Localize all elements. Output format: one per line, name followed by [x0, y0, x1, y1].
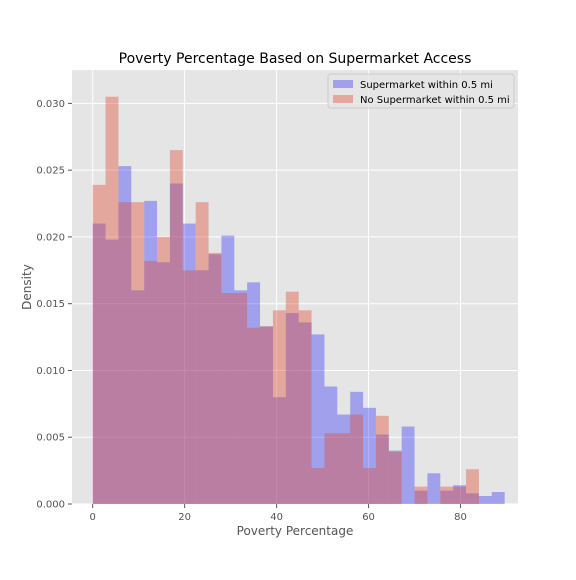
histogram-bar	[182, 270, 196, 504]
histogram-bars	[92, 96, 505, 505]
histogram-bar	[195, 270, 209, 504]
histogram-bar	[350, 414, 364, 504]
histogram-bar	[453, 485, 467, 504]
histogram-bar	[92, 184, 106, 504]
histogram-bar	[466, 493, 479, 504]
histogram-bar	[144, 200, 158, 505]
histogram-bar	[453, 486, 467, 504]
series-bars-2	[92, 96, 479, 505]
y-tick-label: 0.025	[36, 166, 65, 177]
x-tick-label: 40	[270, 512, 283, 523]
x-tick-label: 0	[90, 512, 96, 523]
histogram-bar	[388, 451, 402, 504]
histogram-bar	[234, 290, 248, 504]
histogram-bar	[388, 450, 402, 504]
legend-label: No Supermarket within 0.5 mi	[360, 95, 510, 106]
histogram-bar	[285, 313, 299, 504]
histogram-bar	[324, 433, 338, 504]
x-tick-label: 60	[362, 512, 375, 523]
histogram-bar	[272, 397, 286, 504]
histogram-bar	[260, 326, 273, 504]
series-bars-1	[92, 166, 505, 505]
histogram-bar	[157, 262, 170, 504]
histogram-bar	[363, 407, 376, 504]
y-tick-label: 0.000	[36, 500, 65, 511]
histogram-bar	[247, 282, 261, 504]
histogram-bar	[272, 310, 286, 504]
histogram-bar	[414, 490, 428, 504]
x-tick-label: 80	[454, 512, 467, 523]
legend: Supermarket within 0.5 mi No Supermarket …	[327, 73, 515, 109]
chart-title: Poverty Percentage Based on Supermarket …	[119, 51, 472, 67]
histogram-bar	[427, 473, 441, 504]
histogram-bar	[298, 310, 312, 504]
histogram-bar	[285, 291, 299, 504]
histogram-bar	[440, 490, 454, 504]
histogram-bar	[466, 469, 479, 504]
histogram-bar	[363, 467, 376, 504]
y-tick-label: 0.015	[36, 299, 65, 310]
legend-frame	[327, 73, 515, 109]
legend-swatch	[333, 95, 353, 103]
histogram-bar	[182, 223, 196, 505]
histogram-bar	[311, 467, 325, 504]
histogram-bar	[337, 414, 351, 504]
histogram-bar	[234, 293, 248, 504]
histogram-bar	[105, 239, 119, 504]
x-axis-label: Poverty Percentage	[237, 524, 354, 538]
histogram-bar	[350, 391, 364, 504]
histogram-bar	[169, 150, 183, 504]
histogram-bar	[298, 322, 312, 504]
histogram-bar	[131, 290, 145, 504]
histogram-bar	[208, 252, 222, 504]
histogram-bar	[131, 202, 145, 505]
y-axis-label: Density	[20, 264, 34, 310]
histogram-bar	[401, 426, 415, 504]
y-tick-label: 0.010	[36, 366, 65, 377]
histogram-bar	[478, 495, 492, 504]
histogram-bar	[221, 293, 235, 504]
histogram-bar	[169, 183, 183, 504]
y-tick-label: 0.030	[36, 99, 65, 110]
histogram-bar	[105, 96, 119, 504]
histogram-bar	[491, 491, 505, 504]
x-tick-label: 20	[178, 512, 191, 523]
plot-area	[72, 70, 518, 504]
histogram-bar	[118, 202, 132, 505]
histogram-bar	[440, 486, 454, 504]
histogram-bar	[221, 235, 235, 504]
histogram-bar	[247, 327, 261, 504]
histogram-bar	[375, 415, 389, 504]
histogram-bar	[118, 166, 132, 504]
gridlines	[72, 70, 518, 505]
legend-label: Supermarket within 0.5 mi	[360, 80, 493, 91]
histogram-bar	[311, 334, 325, 504]
histogram-bar	[157, 236, 170, 504]
legend-swatch	[333, 80, 353, 88]
y-tick-label: 0.020	[36, 232, 65, 243]
histogram-bar	[375, 434, 389, 504]
histogram-bar	[144, 260, 158, 504]
histogram-bar	[414, 486, 428, 504]
histogram-bar	[92, 223, 106, 505]
histogram-bar	[324, 386, 338, 504]
histogram-bar	[337, 433, 351, 504]
y-tick-label: 0.005	[36, 433, 65, 444]
histogram-bar	[260, 326, 273, 504]
histogram-bar	[195, 202, 209, 505]
histogram-bar	[208, 254, 222, 504]
axis-ticks: 0.000 0.005 0.010 0.015 0.020 0.025 0.030 0 20 40…	[36, 99, 467, 523]
